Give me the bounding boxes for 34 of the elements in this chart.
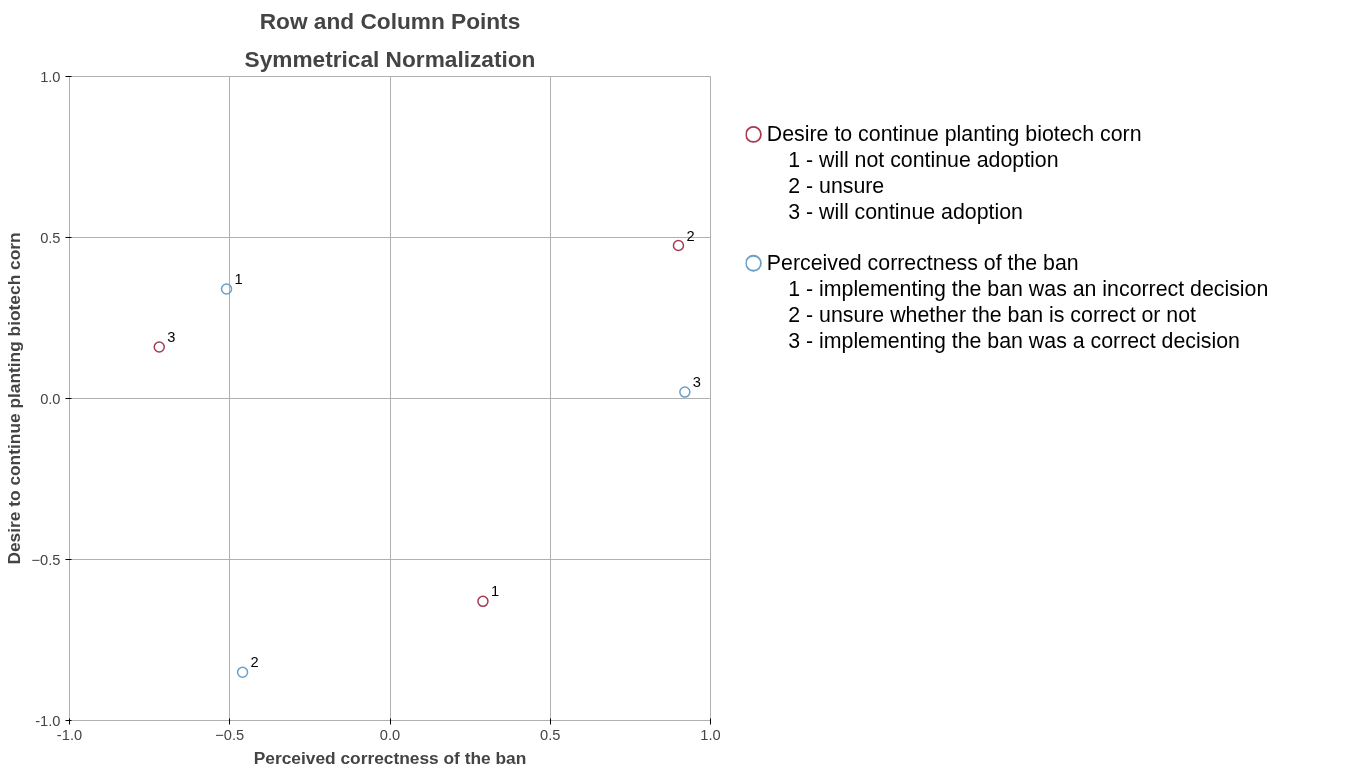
y-tick-label: 0.5: [40, 229, 61, 246]
point: [153, 341, 165, 353]
text: 2 - unsure whether the ban is correct or not: [788, 302, 1197, 327]
x-tick-label: 1.0: [700, 726, 721, 743]
chart-title: Row and Column Points: [259, 7, 521, 34]
annotation: 3: [167, 328, 176, 345]
point: [236, 666, 249, 678]
legend-label: Perceived correctness of the ban: [766, 251, 1079, 276]
x-tick-label: −0.5: [215, 726, 245, 743]
y-tick-label: -1.0: [35, 712, 61, 729]
y-axis-title: Desire to continue planting biotech corn: [3, 232, 24, 565]
y-tick-label: −0.5: [31, 551, 61, 568]
legend-label: Desire to continue planting biotech corn: [766, 122, 1142, 147]
annotation: 2: [250, 654, 259, 671]
y-tick-label: 0.0: [40, 390, 61, 407]
text: 1 - implementing the ban was an incorrect decision: [788, 277, 1269, 302]
text: 2 - unsure: [788, 173, 885, 198]
text: 3 - implementing the ban was a correct decision: [788, 328, 1240, 353]
annotation: 2: [686, 227, 695, 244]
point: [477, 595, 489, 608]
point: [679, 386, 691, 398]
text: 1 - will not continue adoption: [788, 148, 1059, 173]
annotation: 1: [234, 271, 243, 288]
x-tick-label: 0.5: [540, 726, 561, 743]
chart-subtitle: Symmetrical Normalization: [244, 45, 536, 72]
annotation: 1: [490, 583, 500, 600]
point: [220, 283, 233, 295]
point: [672, 239, 685, 252]
x-tick-label: -1.0: [56, 726, 83, 743]
y-tick-label: 1.0: [40, 68, 61, 85]
text: 3 - will continue adoption: [788, 199, 1023, 224]
annotation: 3: [692, 374, 702, 391]
x-axis-title: Perceived correctness of the ban: [253, 747, 527, 768]
x-tick-label: 0.0: [379, 726, 401, 743]
